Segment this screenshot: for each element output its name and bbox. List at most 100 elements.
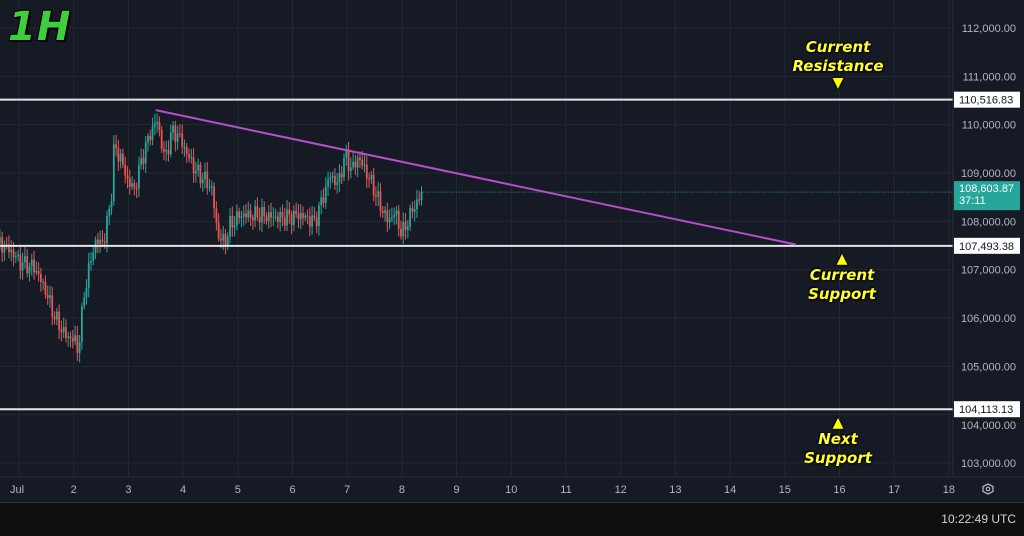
candle-up xyxy=(197,164,200,171)
y-tick-label: 105,000.00 xyxy=(961,361,1016,373)
trendline[interactable] xyxy=(155,109,796,246)
candle-down xyxy=(359,157,361,160)
next-support-annotation: ▲ Next Support xyxy=(778,416,898,468)
trendline-group[interactable] xyxy=(155,109,796,246)
candle-up xyxy=(183,146,186,148)
candles xyxy=(0,113,953,363)
candle-down xyxy=(411,207,414,212)
candle-down xyxy=(277,216,279,223)
candle-up xyxy=(0,237,1,244)
candle-up xyxy=(147,136,149,143)
candle-down xyxy=(313,215,316,218)
candle-up xyxy=(247,210,250,218)
x-tick-label: 12 xyxy=(615,484,627,496)
y-tick-label: 111,000.00 xyxy=(963,71,1016,83)
candle-up xyxy=(349,167,352,171)
candle-down xyxy=(65,327,67,338)
candle-down xyxy=(167,149,170,155)
candle-down xyxy=(217,222,220,239)
candle-down xyxy=(400,228,402,237)
support-annotation-text: Current Support xyxy=(808,266,876,303)
candle-down xyxy=(179,133,181,135)
candle-down xyxy=(69,336,72,339)
y-ticks: 112,000.00 111,000.00 110,000.00 109,000.00… xyxy=(961,23,1016,470)
candle-down xyxy=(174,125,177,142)
candle-up xyxy=(176,133,179,142)
candle-down xyxy=(245,213,247,218)
last-price-box xyxy=(954,181,1020,211)
candle-down xyxy=(397,210,400,229)
candle-down xyxy=(251,217,254,221)
candle-up xyxy=(324,186,327,203)
candle-down xyxy=(372,174,375,196)
arrow-up-icon: ▲ xyxy=(836,251,848,267)
candle-down xyxy=(76,335,79,353)
candle-down xyxy=(44,281,47,295)
candle-down xyxy=(306,215,309,217)
price-chart[interactable]: 112,000.00 111,000.00 110,000.00 109,000.00… xyxy=(0,0,1024,502)
candle-down xyxy=(375,195,377,197)
chart-background xyxy=(0,0,1024,502)
y-tick-label: 110,000.00 xyxy=(962,120,1016,132)
level-label: 104,113.13 xyxy=(959,404,1013,416)
candle-down xyxy=(142,158,145,164)
x-tick-label: 8 xyxy=(399,484,405,496)
candle-up xyxy=(42,281,45,283)
horizontal-levels[interactable] xyxy=(0,98,953,411)
x-tick-label: 15 xyxy=(779,484,791,496)
candle-up xyxy=(28,266,31,274)
candle-down xyxy=(368,178,370,180)
candle-down xyxy=(340,173,343,178)
candle-down xyxy=(238,211,241,219)
candle-down xyxy=(160,129,163,149)
candle-down xyxy=(404,222,407,230)
candle-up xyxy=(81,306,83,343)
level-label-box xyxy=(954,91,1020,108)
candle-up xyxy=(336,182,339,185)
y-tick-label: 112,000.00 xyxy=(962,23,1016,35)
candle-up xyxy=(110,201,113,209)
x-tick-label: 3 xyxy=(125,484,131,496)
settings-icon[interactable] xyxy=(982,483,994,495)
candle-down xyxy=(117,148,120,162)
level-label: 110,516.83 xyxy=(959,95,1013,107)
candle-down xyxy=(347,150,350,171)
candle-up xyxy=(327,179,329,187)
resistance-annotation-text: Current Resistance xyxy=(792,38,884,75)
candle-down xyxy=(37,271,40,275)
candle-up xyxy=(78,342,81,353)
candle-down xyxy=(1,237,4,253)
candle-up xyxy=(21,262,24,271)
candle-down xyxy=(281,212,284,218)
candle-down xyxy=(149,136,152,140)
candle-down xyxy=(26,256,29,274)
candle-down xyxy=(295,210,298,214)
utc-clock[interactable]: 10:22:49 UTC xyxy=(941,512,1016,526)
candle-up xyxy=(254,206,257,221)
y-tick-label: 109,000.00 xyxy=(961,168,1016,180)
candle-down xyxy=(315,217,318,227)
candle-up xyxy=(320,197,323,206)
arrow-down-icon: ▼ xyxy=(832,75,844,91)
candle-up xyxy=(331,175,334,178)
candle-up xyxy=(338,173,341,183)
candle-up xyxy=(413,209,416,212)
candle-up xyxy=(279,212,282,223)
candle-up xyxy=(393,214,396,218)
candle-down xyxy=(418,199,421,201)
candle-up xyxy=(318,205,320,227)
time-axis[interactable] xyxy=(0,477,1024,502)
candle-down xyxy=(206,171,209,188)
candle-up xyxy=(201,178,204,184)
x-tick-label: 14 xyxy=(724,484,736,496)
candle-up xyxy=(304,215,307,219)
candle-up xyxy=(261,206,263,223)
x-tick-label: 5 xyxy=(235,484,241,496)
x-tick-label: 9 xyxy=(454,484,460,496)
candle-up xyxy=(74,335,76,342)
candle-down xyxy=(224,233,227,246)
candle-up xyxy=(119,153,122,162)
x-tick-label: 11 xyxy=(560,484,571,496)
candle-down xyxy=(354,161,357,168)
candle-down xyxy=(158,121,161,130)
